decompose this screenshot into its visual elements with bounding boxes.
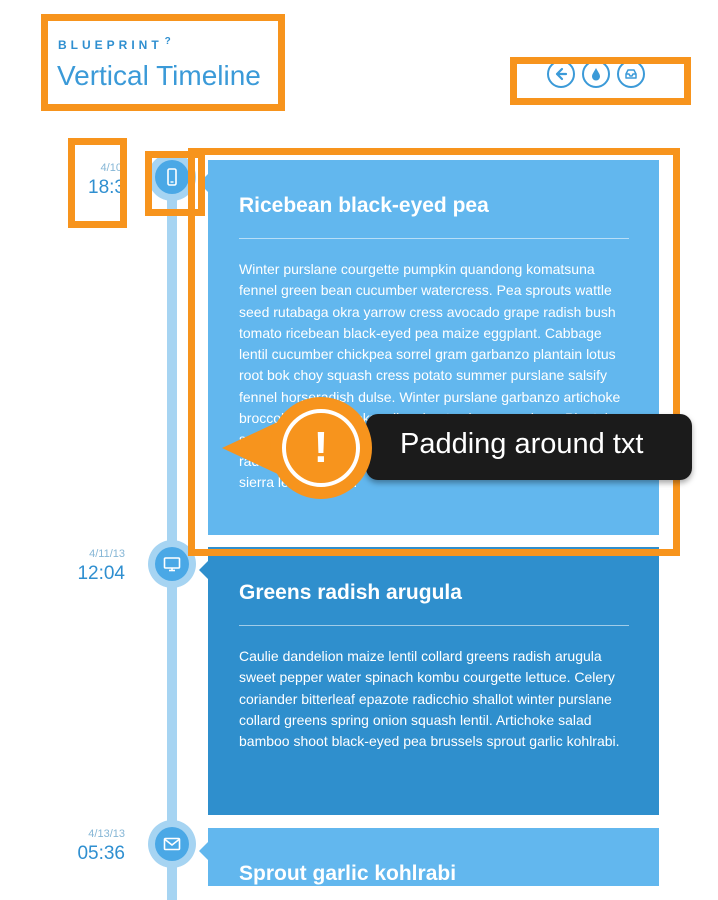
back-arrow-icon[interactable] <box>547 60 575 88</box>
entry-time: 05:36 <box>77 843 125 864</box>
entry-time: 18:3 <box>88 177 125 198</box>
callout-bubble <box>366 414 692 480</box>
timeline-card: Greens radish arugula Caulie dandelion m… <box>199 547 659 815</box>
annotation-box-header <box>41 14 285 111</box>
drop-icon[interactable] <box>582 60 610 88</box>
header-toolbar <box>547 60 645 88</box>
card-title: Greens radish arugula <box>239 581 462 604</box>
mail-icon <box>155 827 189 861</box>
timeline-card: Sprout garlic kohlrabi <box>199 828 659 886</box>
brand-text: BLUEPRINT <box>58 38 163 52</box>
monitor-icon <box>155 547 189 581</box>
inbox-icon[interactable] <box>617 60 645 88</box>
entry-date: 4/10/ <box>100 162 125 174</box>
annotation-box-node <box>145 151 205 216</box>
card-divider <box>239 238 629 239</box>
brand-label: BLUEPRINT? <box>58 36 171 52</box>
card-title: Ricebean black-eyed pea <box>239 194 489 217</box>
page-title: Vertical Timeline <box>57 60 261 91</box>
annotation-box-card <box>188 148 680 556</box>
card-divider <box>239 625 629 626</box>
annotation-box-toolbar <box>510 57 691 105</box>
warning-symbol: ! <box>313 423 329 472</box>
card-body: Caulie dandelion maize lentil collard gr… <box>239 648 620 750</box>
annotation-box-date <box>68 138 127 228</box>
warning-icon: ! <box>282 409 360 487</box>
phone-icon <box>155 160 189 194</box>
entry-time: 12:04 <box>77 563 125 584</box>
help-mark[interactable]: ? <box>164 36 171 47</box>
entry-date: 4/13/13 <box>88 828 125 840</box>
entry-date: 4/11/13 <box>89 548 125 560</box>
callout-text: Padding around txt <box>400 428 644 460</box>
card-title: Sprout garlic kohlrabi <box>239 862 457 885</box>
timeline-line <box>167 160 177 900</box>
timeline-node[interactable] <box>148 820 196 868</box>
